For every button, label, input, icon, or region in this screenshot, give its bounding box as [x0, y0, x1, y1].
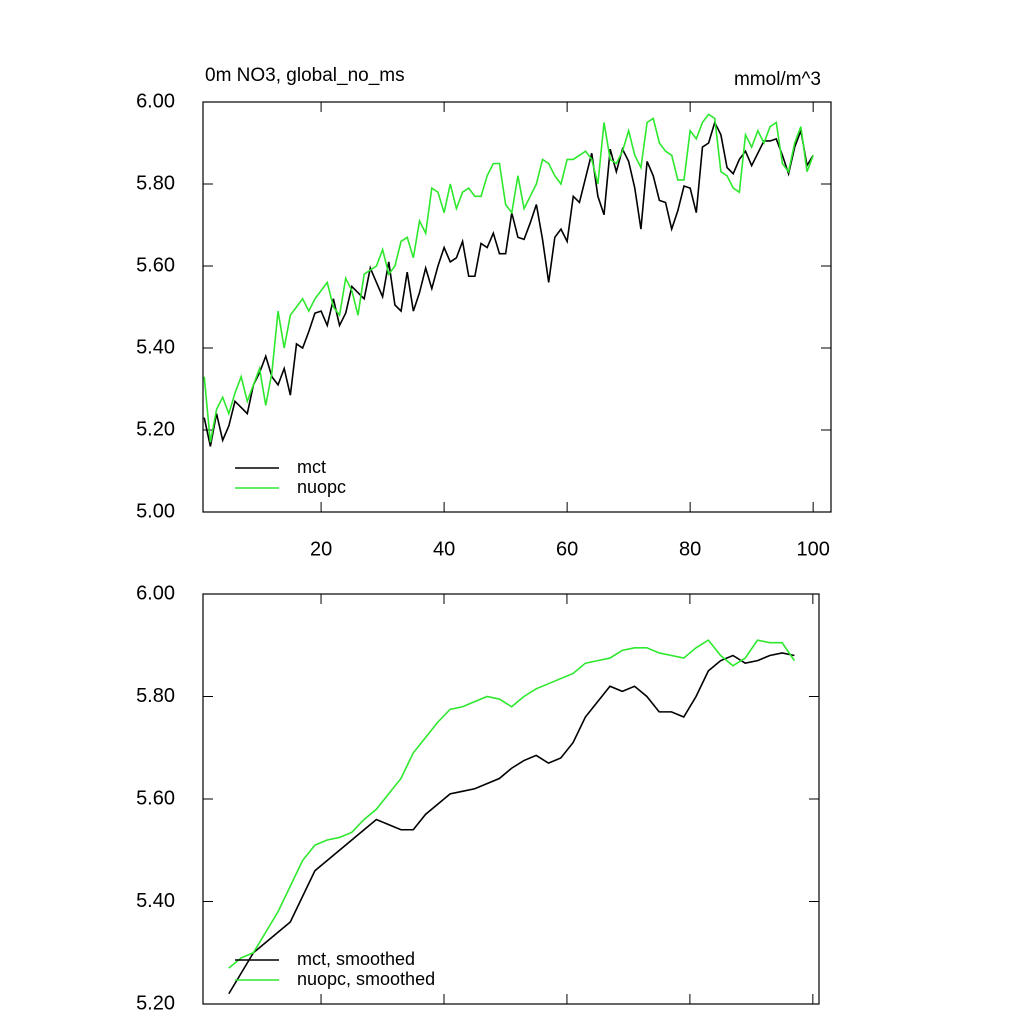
plot-frame [202, 593, 820, 1005]
x-tick-label: 100 [796, 538, 829, 560]
units-label: mmol/m^3 [734, 69, 821, 90]
y-tick-label: 6.00 [136, 90, 175, 112]
y-tick-label: 5.20 [136, 992, 175, 1014]
x-tick-label: 80 [679, 538, 701, 560]
series-line [203, 113, 814, 443]
series-line [228, 652, 795, 995]
y-tick-label: 5.80 [136, 172, 175, 194]
y-tick-label: 5.20 [136, 418, 175, 440]
legend-label: mct [297, 457, 326, 477]
x-tick-label: 40 [433, 538, 455, 560]
y-tick-label: 6.00 [136, 582, 175, 604]
series-line [228, 639, 796, 969]
plot-frame [202, 101, 832, 513]
x-tick-label: 60 [556, 538, 578, 560]
legend-label: mct, smoothed [297, 949, 415, 969]
y-tick-label: 5.80 [136, 685, 175, 707]
y-tick-label: 5.60 [136, 254, 175, 276]
x-tick-label: 20 [310, 538, 332, 560]
series-line [203, 120, 814, 447]
y-tick-label: 5.00 [136, 500, 175, 522]
y-tick-label: 5.40 [136, 890, 175, 912]
y-tick-label: 5.40 [136, 336, 175, 358]
legend-label: nuopc [297, 477, 346, 497]
legend-label: nuopc, smoothed [297, 969, 435, 989]
chart-title: 0m NO3, global_no_ms [205, 65, 405, 86]
y-tick-label: 5.60 [136, 787, 175, 809]
